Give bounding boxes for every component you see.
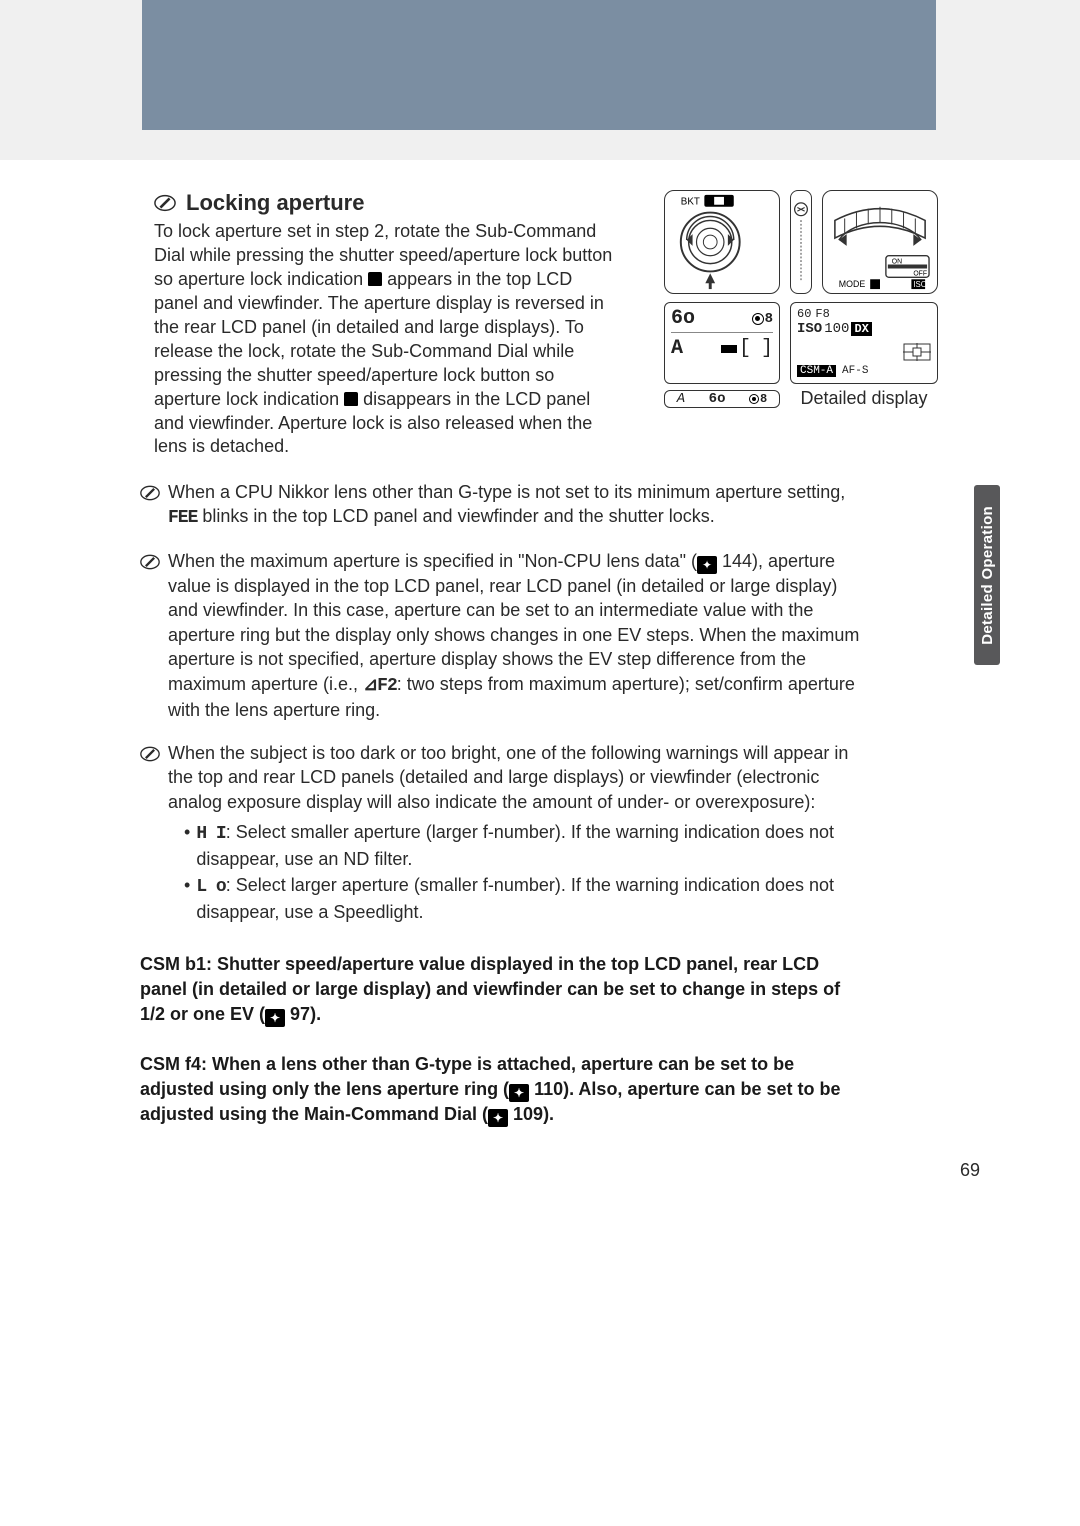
figure-dial-right: ON OFF MODE ISO: [822, 190, 938, 294]
page-number: 69: [960, 1160, 980, 1181]
figure-viewfinder-strip: A 6o 8: [664, 390, 780, 408]
pencil-icon: [140, 483, 160, 503]
page-ref-icon: ✦: [265, 1009, 285, 1027]
af-area-icon: [903, 343, 931, 361]
bracket-indicator: [ ]: [721, 337, 773, 360]
csm-label: CSM f4:: [140, 1054, 207, 1074]
svg-text:MODE: MODE: [839, 279, 866, 289]
warning-glyph: L o: [196, 877, 225, 897]
page-ref-icon: ✦: [488, 1109, 508, 1127]
section-heading: Locking aperture: [186, 190, 364, 216]
lock-icon: [368, 272, 382, 286]
pencil-icon: [140, 552, 160, 572]
note-text: When the maximum aperture is specified i…: [168, 549, 860, 723]
svg-text:ISO: ISO: [913, 280, 927, 289]
sidebar-tab: Detailed Operation: [974, 485, 1000, 665]
figure-button-strip: [790, 190, 812, 294]
page: Locking aperture To lock aperture set in…: [0, 0, 1080, 1526]
page-ref-icon: ✦: [509, 1084, 529, 1102]
note-text: When a CPU Nikkor lens other than G-type…: [168, 480, 860, 531]
pencil-icon: [140, 744, 160, 764]
figure-dial-left: BKT: [664, 190, 780, 294]
figure-cluster: BKT: [664, 190, 939, 409]
spot-meter-lock-icon: 8: [752, 311, 773, 327]
svg-text:OFF: OFF: [913, 270, 927, 277]
note-bullet: •H I: Select smaller aperture (larger f-…: [168, 820, 860, 871]
bkt-label: BKT: [681, 197, 700, 208]
spot-meter-lock-icon: 8: [749, 392, 767, 406]
figure-top-lcd: 60 F8 ISO 100 DX: [790, 302, 938, 409]
page-ref-icon: ✦: [697, 556, 717, 574]
top-blue-band: [142, 0, 936, 130]
warning-glyph: H I: [196, 824, 225, 844]
section-body: To lock aperture set in step 2, rotate t…: [154, 220, 620, 459]
figure-rear-lcd: 6o 8 A [ ]: [664, 302, 780, 409]
note-item: When the subject is too dark or too brig…: [140, 741, 860, 924]
note-item: When the maximum aperture is specified i…: [140, 549, 860, 723]
csm-f4-block: CSM f4: When a lens other than G-type is…: [140, 1052, 860, 1127]
csm-b1-block: CSM b1: Shutter speed/aperture value dis…: [140, 952, 860, 1027]
svg-text:ON: ON: [892, 259, 902, 266]
note-text: When the subject is too dark or too brig…: [168, 741, 860, 924]
rear-lcd-value: 6o: [671, 307, 695, 330]
delta-f2-glyph: ⊿F2: [363, 676, 397, 696]
csm-label: CSM b1:: [140, 954, 212, 974]
mode-letter: A: [671, 337, 683, 360]
lock-icon: [344, 392, 358, 406]
fee-glyph: FEE: [168, 508, 197, 528]
pencil-icon: [154, 192, 176, 214]
note-item: When a CPU Nikkor lens other than G-type…: [140, 480, 860, 531]
note-bullet: •L o: Select larger aperture (smaller f-…: [168, 873, 860, 924]
figure-caption: Detailed display: [790, 388, 938, 409]
top-gray-band: [0, 0, 1080, 160]
notes-block: When a CPU Nikkor lens other than G-type…: [140, 480, 860, 942]
